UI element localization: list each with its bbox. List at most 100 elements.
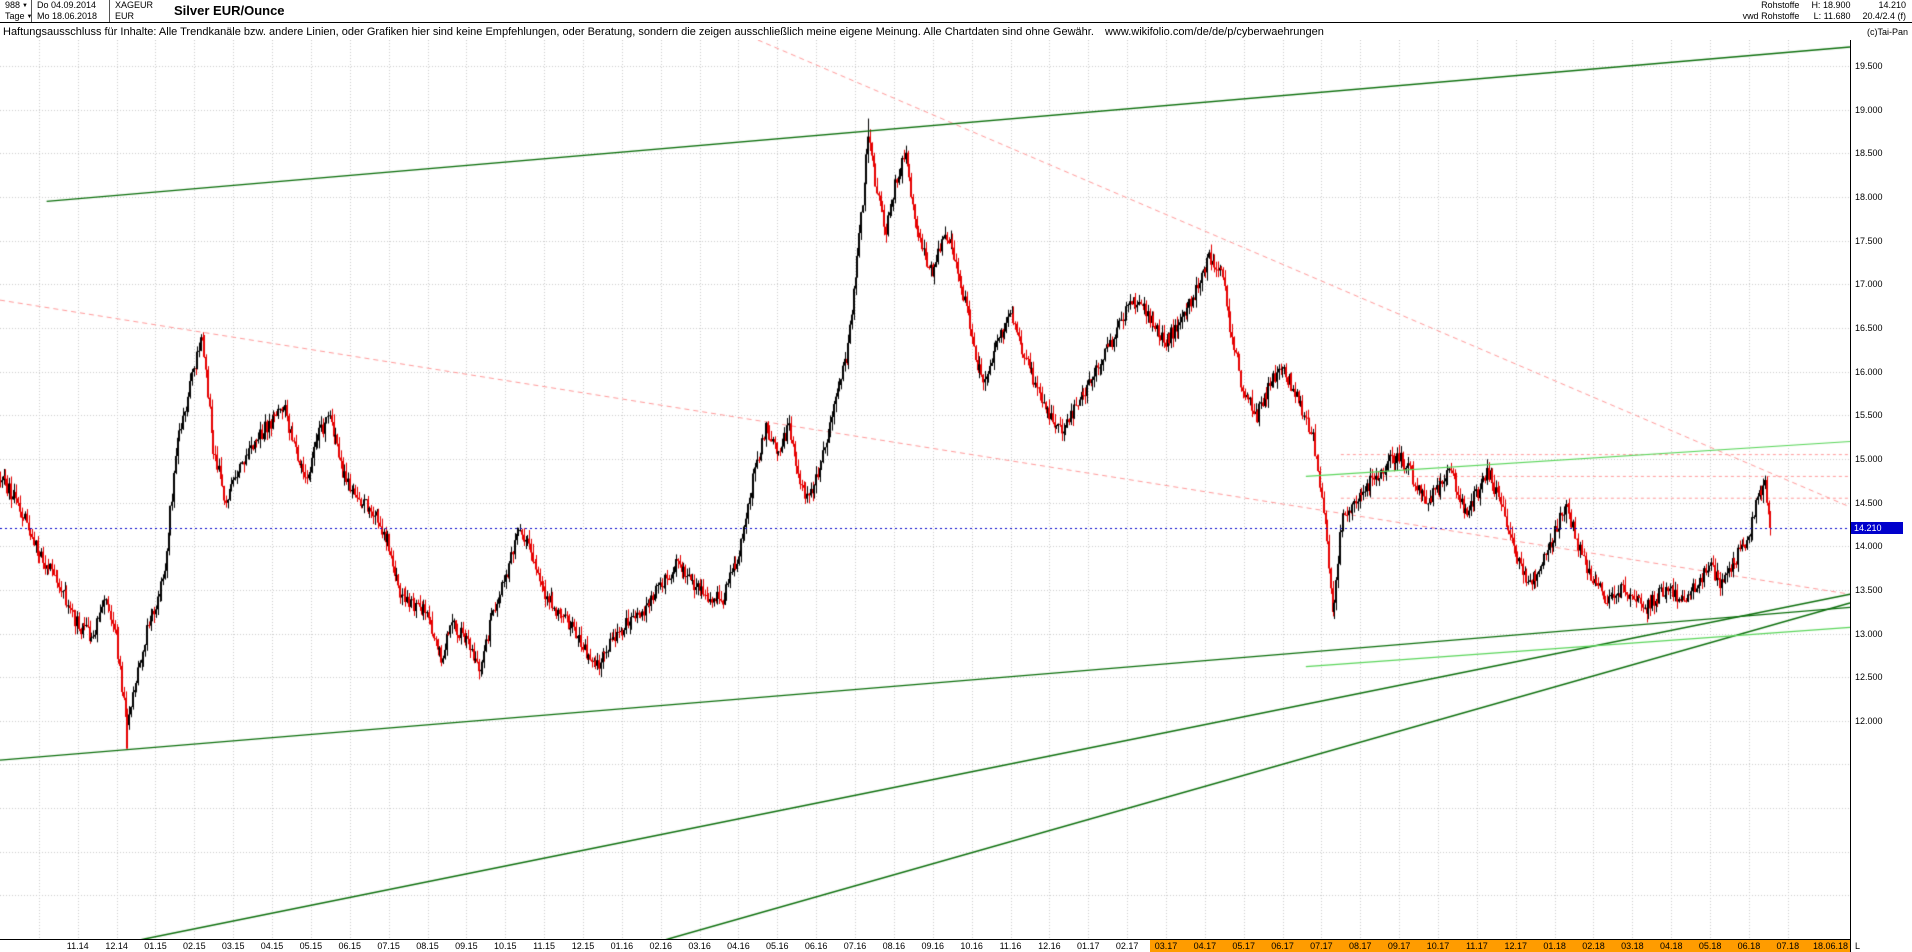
time-tick-label: 04.18	[1659, 941, 1683, 951]
time-tick-label: 03.18	[1621, 941, 1644, 951]
toolbar-right: Rohstoffe vwd Rohstoffe H: 18.900 L: 11.…	[1737, 0, 1912, 22]
time-tick-label: 09.15	[455, 941, 478, 951]
price-tick-label: 16.500	[1855, 323, 1883, 334]
period-dropdown[interactable]: Tage ▼	[0, 11, 32, 22]
time-tick-label: 02.17	[1115, 941, 1139, 951]
period-value: Tage	[5, 11, 25, 21]
time-tick-label: 11.15	[533, 941, 556, 951]
time-tick-label: 07.16	[843, 941, 867, 951]
info-readout: 20.4/2.4 (f)	[1862, 11, 1906, 21]
price-tick-label: 15.500	[1855, 410, 1883, 421]
time-tick-label: 07.17	[1310, 941, 1333, 951]
quote-block: 14.210 20.4/2.4 (f)	[1856, 0, 1912, 22]
time-tick-label: 04.17	[1193, 941, 1217, 951]
time-tick-label: 10.16	[960, 941, 983, 951]
chevron-down-icon: ▼	[22, 2, 28, 9]
toolbar-fields: 988 ▼ Do 04.09.2014 XAGEUR Tage ▼ Mo 18.…	[0, 0, 162, 22]
time-tick-label: 03.15	[221, 941, 245, 951]
time-tick-label: 06.16	[804, 941, 828, 951]
high-value: H: 18.900	[1811, 0, 1851, 10]
disclaimer-text: Haftungsausschluss für Inhalte: Alle Tre…	[3, 25, 1094, 38]
time-tick-label: 11.16	[999, 941, 1022, 951]
chevron-down-icon: ▼	[26, 13, 33, 20]
symbol-field[interactable]: XAGEUR	[115, 0, 154, 10]
end-date-field[interactable]: Mo 18.06.2018	[32, 11, 110, 22]
toolbar: 988 ▼ Do 04.09.2014 XAGEUR Tage ▼ Mo 18.…	[0, 0, 1912, 23]
time-tick-label: 09.17	[1387, 941, 1411, 951]
time-tick-label: 12.14	[105, 941, 128, 951]
source-label: vwd Rohstoffe	[1742, 11, 1800, 21]
time-tick-label: 07.15	[377, 941, 400, 951]
price-tick-label: 14.000	[1855, 541, 1883, 552]
price-tick-label: 19.000	[1855, 104, 1883, 115]
time-tick-label: 05.17	[1232, 941, 1255, 951]
last-price-readout: 14.210	[1878, 0, 1906, 10]
price-axis[interactable]: 14.210 L 19.500 19.000 18.500 18.000 17.500 1…	[1850, 40, 1912, 952]
chart-title: Silver EUR/Ounce	[174, 3, 285, 18]
time-tick-label: 03.17	[1154, 941, 1178, 951]
time-tick-label: 05.18	[1698, 941, 1722, 951]
toolbar-row-1: 988 ▼ Do 04.09.2014 XAGEUR	[0, 0, 162, 11]
candlestick-canvas[interactable]	[0, 40, 1850, 939]
last-price-badge: 14.210	[1851, 521, 1903, 534]
time-tick-label: 06.15	[338, 941, 362, 951]
time-tick-label: 04.16	[727, 941, 750, 951]
price-tick-label: 17.000	[1855, 279, 1883, 290]
currency-label: EUR	[115, 11, 135, 21]
price-tick-label: 14.500	[1855, 497, 1883, 508]
price-tick-label: 15.000	[1855, 453, 1883, 464]
category-block: Rohstoffe vwd Rohstoffe	[1737, 0, 1806, 22]
start-date-field[interactable]: Do 04.09.2014	[32, 0, 110, 11]
toolbar-row-2: Tage ▼ Mo 18.06.2018 EUR	[0, 11, 162, 22]
plot-column: 11.14 12.14 01.15 02.15 03.15 04.15 05.15 06.15…	[0, 40, 1850, 952]
low-value: L: 11.680	[1813, 11, 1851, 21]
time-tick-label: 02.15	[183, 941, 206, 951]
time-tick-label: 01.15	[144, 941, 167, 951]
time-tick-label: 02.18	[1582, 941, 1605, 951]
time-tick-label: 09.16	[921, 941, 945, 951]
high-low-block: H: 18.900 L: 11.680	[1805, 0, 1856, 22]
price-tick-label: 12.500	[1855, 672, 1883, 683]
copyright-watermark: (c)Tai-Pan	[1866, 26, 1908, 37]
time-tick-label: 12.17	[1504, 941, 1528, 951]
time-tick-label: 05.15	[299, 941, 323, 951]
time-tick-label: 08.17	[1349, 941, 1372, 951]
time-tick-label: 07.18	[1776, 941, 1800, 951]
time-tick-label: 11.17	[1465, 941, 1488, 951]
price-tick-label: 13.500	[1855, 584, 1883, 595]
time-tick-label: 01.18	[1543, 941, 1566, 951]
time-tick-label: 08.16	[882, 941, 906, 951]
time-tick-label: 10.15	[493, 941, 517, 951]
time-axis[interactable]: 11.14 12.14 01.15 02.15 03.15 04.15 05.15 06.15…	[0, 939, 1850, 952]
category-label: Rohstoffe	[1761, 0, 1800, 10]
price-tick-label: 18.500	[1855, 148, 1883, 159]
time-tick-label: 04.15	[260, 941, 284, 951]
toolbar-left: 988 ▼ Do 04.09.2014 XAGEUR Tage ▼ Mo 18.…	[0, 0, 297, 22]
time-tick-label: 06.17	[1271, 941, 1294, 951]
price-tick-label: 13.000	[1855, 628, 1883, 639]
time-tick-label: 02.16	[649, 941, 672, 951]
bars-count-value: 988	[5, 0, 21, 10]
disclaimer-bar: Haftungsausschluss für Inhalte: Alle Tre…	[0, 23, 1912, 40]
price-tick-label: 18.000	[1855, 192, 1883, 203]
time-tick-label: 05.16	[766, 941, 789, 951]
end-date-label: 18.06.18	[1812, 941, 1848, 951]
time-tick-label: 11.14	[66, 941, 89, 951]
time-tick-label: 03.16	[688, 941, 711, 951]
price-tick-label: 19.500	[1855, 61, 1883, 72]
disclaimer-content: Haftungsausschluss für Inhalte: Alle Tre…	[3, 26, 1324, 38]
time-tick-label: 08.15	[416, 941, 439, 951]
price-tick-label: 17.500	[1855, 235, 1883, 246]
time-tick-label: 01.17	[1076, 941, 1100, 951]
price-chart[interactable]	[0, 40, 1850, 939]
price-tick-label: 12.000	[1855, 715, 1883, 726]
bars-count-dropdown[interactable]: 988 ▼	[0, 0, 32, 11]
time-tick-label: 10.17	[1426, 941, 1450, 951]
price-tick-label: 16.000	[1855, 366, 1883, 377]
wikifolio-url: www.wikifolio.com/de/de/p/cyberwaehrunge…	[1104, 25, 1324, 38]
time-tick-label: 12.16	[1038, 941, 1061, 951]
highlighted-period-band	[1149, 940, 1850, 952]
time-tick-label: 06.18	[1737, 941, 1761, 951]
time-tick-label: 12.15	[571, 941, 595, 951]
scale-indicator: L	[1855, 941, 1861, 951]
